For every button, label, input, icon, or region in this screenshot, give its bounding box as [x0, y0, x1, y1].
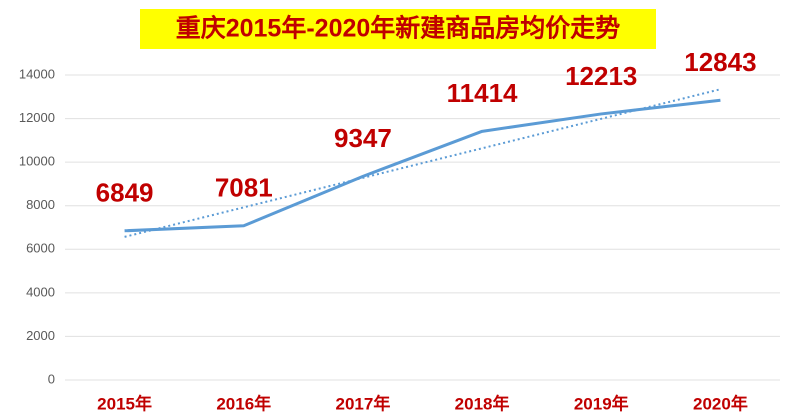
trendline — [124, 88, 721, 238]
data-label: 11414 — [447, 78, 518, 108]
data-label: 9347 — [334, 123, 392, 153]
data-label: 12213 — [565, 61, 637, 91]
y-tick-label: 12000 — [19, 110, 55, 125]
x-tick-label: 2015年 — [97, 393, 152, 413]
y-tick-label: 0 — [48, 371, 55, 386]
x-tick-label: 2017年 — [336, 393, 391, 413]
chart-title: 重庆2015年-2020年新建商品房均价走势 — [176, 14, 621, 43]
data-label: 12843 — [684, 47, 756, 77]
y-tick-label: 14000 — [19, 66, 55, 81]
x-tick-label: 2020年 — [693, 393, 748, 413]
y-tick-label: 2000 — [26, 328, 55, 343]
data-label: 7081 — [215, 173, 273, 203]
title-background — [140, 9, 656, 49]
x-tick-label: 2018年 — [455, 393, 510, 413]
y-tick-label: 8000 — [26, 197, 55, 212]
y-tick-label: 4000 — [26, 284, 55, 299]
data-line — [124, 98, 721, 233]
x-tick-label: 2016年 — [216, 393, 271, 413]
y-tick-label: 6000 — [26, 241, 55, 256]
x-tick-label: 2019年 — [574, 393, 629, 413]
y-tick-label: 10000 — [19, 154, 55, 169]
data-label: 6849 — [96, 178, 154, 208]
